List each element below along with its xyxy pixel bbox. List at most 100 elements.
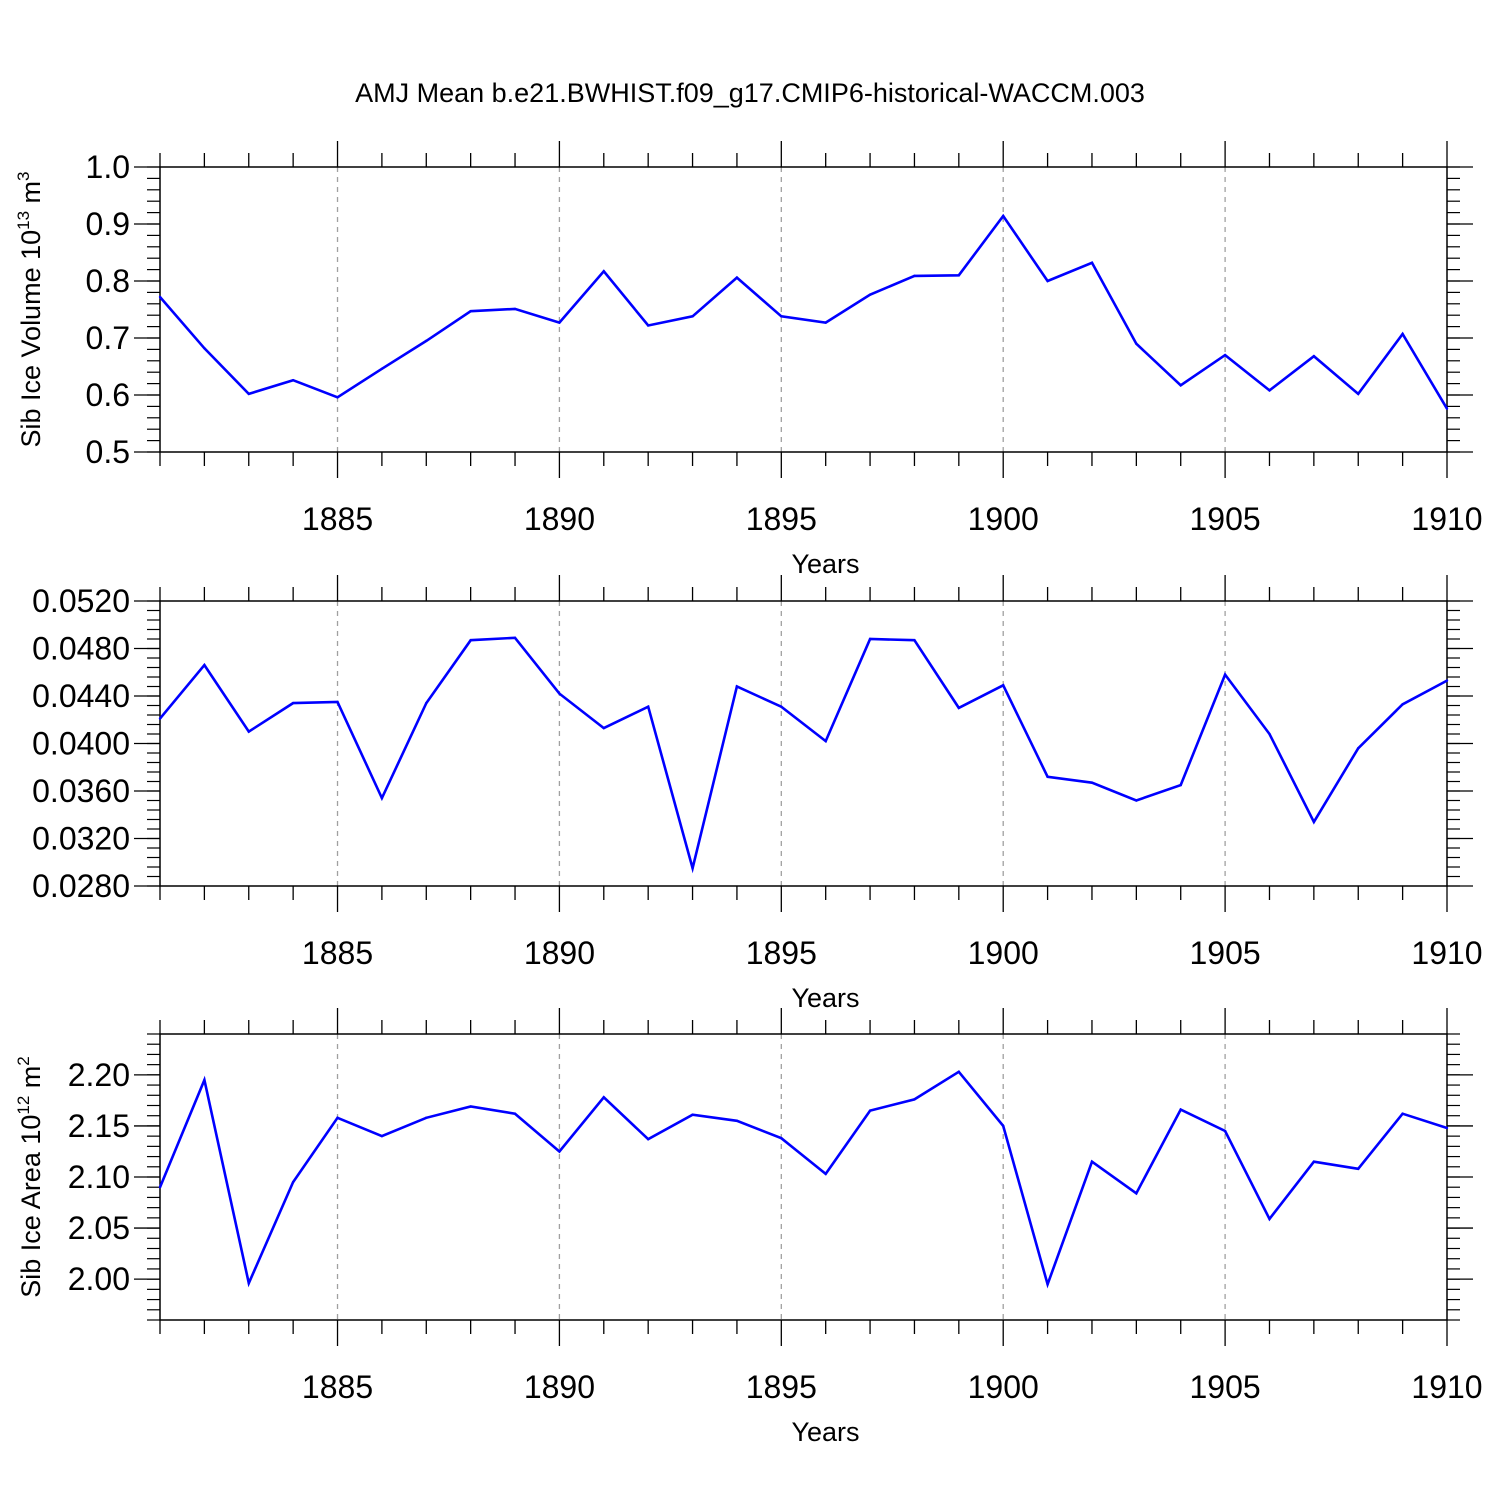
data-point — [558, 1150, 561, 1153]
y-tick-label: 0.0280 — [32, 868, 130, 904]
data-point — [158, 1186, 162, 1189]
data-point — [1090, 1160, 1094, 1163]
data-point — [1002, 684, 1005, 687]
x-tick-label: 1885 — [302, 1369, 373, 1405]
data-point — [1268, 732, 1271, 736]
data-point — [957, 274, 961, 277]
x-tick-label: 1905 — [1190, 501, 1261, 537]
y-axis-title-part: m — [16, 1066, 46, 1096]
y-tick-label: 0.7 — [86, 320, 130, 356]
data-point — [336, 1116, 339, 1119]
data-point — [247, 1282, 250, 1285]
y-axis-title-superscript: 3 — [14, 171, 33, 180]
data-point — [602, 726, 605, 730]
data-point — [1312, 1160, 1316, 1163]
y-axis-title-superscript: 13 — [14, 211, 33, 230]
data-point — [1223, 353, 1227, 357]
y-tick-label: 0.0320 — [32, 821, 130, 857]
data-point — [1223, 673, 1227, 676]
data-point — [1445, 407, 1449, 410]
y-axis-title: Sib Ice Area 1012 m2 — [14, 1056, 46, 1298]
data-point — [513, 307, 517, 311]
data-point — [1312, 355, 1316, 358]
data-point — [824, 739, 827, 743]
data-point — [513, 636, 517, 640]
x-tick-label: 1885 — [302, 935, 373, 971]
data-point — [469, 1105, 472, 1108]
data-point — [469, 638, 472, 642]
data-point — [868, 293, 872, 296]
data-point — [291, 1180, 295, 1184]
data-point — [1445, 679, 1449, 682]
data-point — [380, 1134, 384, 1138]
data-point — [1357, 392, 1360, 396]
data-point — [291, 378, 295, 382]
data-point — [247, 730, 250, 733]
x-tick-label: 1895 — [746, 1369, 817, 1405]
x-axis-title: Years — [791, 1417, 859, 1447]
data-point — [646, 324, 650, 327]
data-point — [646, 1138, 650, 1141]
data-point — [913, 1098, 916, 1101]
data-point — [868, 1109, 872, 1112]
x-tick-label: 1890 — [524, 501, 595, 537]
y-tick-label: 0.0440 — [32, 678, 130, 714]
data-point — [1312, 820, 1316, 824]
y-tick-label: 0.0360 — [32, 773, 130, 809]
data-point — [913, 274, 916, 278]
data-point — [203, 663, 206, 667]
y-axis-title: Sib Ice Volume 1013 m3 — [14, 171, 46, 447]
data-point — [336, 396, 339, 399]
data-point — [1357, 747, 1360, 750]
data-point — [1090, 781, 1094, 784]
data-point — [1268, 1217, 1271, 1221]
data-point — [602, 1096, 605, 1099]
plot-frame — [159, 166, 1448, 453]
data-point — [691, 866, 694, 870]
x-tick-label: 1890 — [524, 1369, 595, 1405]
data-point — [646, 705, 650, 708]
x-axis-title: Years — [791, 983, 859, 1013]
data-point — [1445, 1126, 1449, 1130]
data-point — [1401, 1112, 1404, 1115]
data-point — [513, 1112, 517, 1115]
y-axis-title-superscript: 2 — [14, 1056, 33, 1065]
chart-panel-3: 2.00 2.05 2.10 2.15 2.20 1885 1890 1895 1900 1905… — [14, 1008, 1483, 1447]
data-point — [780, 705, 783, 708]
data-point — [1046, 775, 1049, 778]
x-tick-label: 1895 — [746, 935, 817, 971]
y-axis-title-part: Sib Ice Area 10 — [16, 1115, 46, 1298]
data-point — [425, 339, 428, 343]
x-tick-label: 1905 — [1190, 935, 1261, 971]
chart-panel-1: 0.5 0.6 0.7 0.8 0.9 1.0 1885 1890 1895 1900 1905 19… — [14, 141, 1483, 579]
data-point — [1401, 703, 1404, 706]
data-point — [824, 321, 827, 324]
data-point — [913, 638, 916, 642]
x-tick-label: 1910 — [1411, 935, 1482, 971]
x-tick-label: 1890 — [524, 935, 595, 971]
series-line — [158, 1070, 1448, 1289]
plot-frame — [159, 1033, 1448, 1321]
data-point — [602, 270, 605, 273]
y-tick-label: 2.10 — [68, 1159, 130, 1195]
data-point — [469, 310, 472, 313]
data-point — [1179, 783, 1182, 787]
data-point — [425, 701, 428, 705]
data-point — [558, 692, 561, 695]
data-point — [1002, 214, 1005, 218]
data-point — [203, 1078, 206, 1082]
x-tick-label: 1895 — [746, 501, 817, 537]
y-tick-label: 0.0520 — [32, 583, 130, 619]
data-point — [158, 295, 162, 299]
data-point — [336, 700, 339, 704]
x-tick-label: 1900 — [968, 1369, 1039, 1405]
data-point — [247, 392, 250, 396]
y-tick-label: 2.00 — [68, 1261, 130, 1297]
y-tick-label: 2.20 — [68, 1057, 130, 1093]
data-point — [735, 276, 739, 279]
data-point — [735, 685, 739, 688]
data-point — [1135, 799, 1138, 802]
data-point — [1135, 342, 1138, 345]
